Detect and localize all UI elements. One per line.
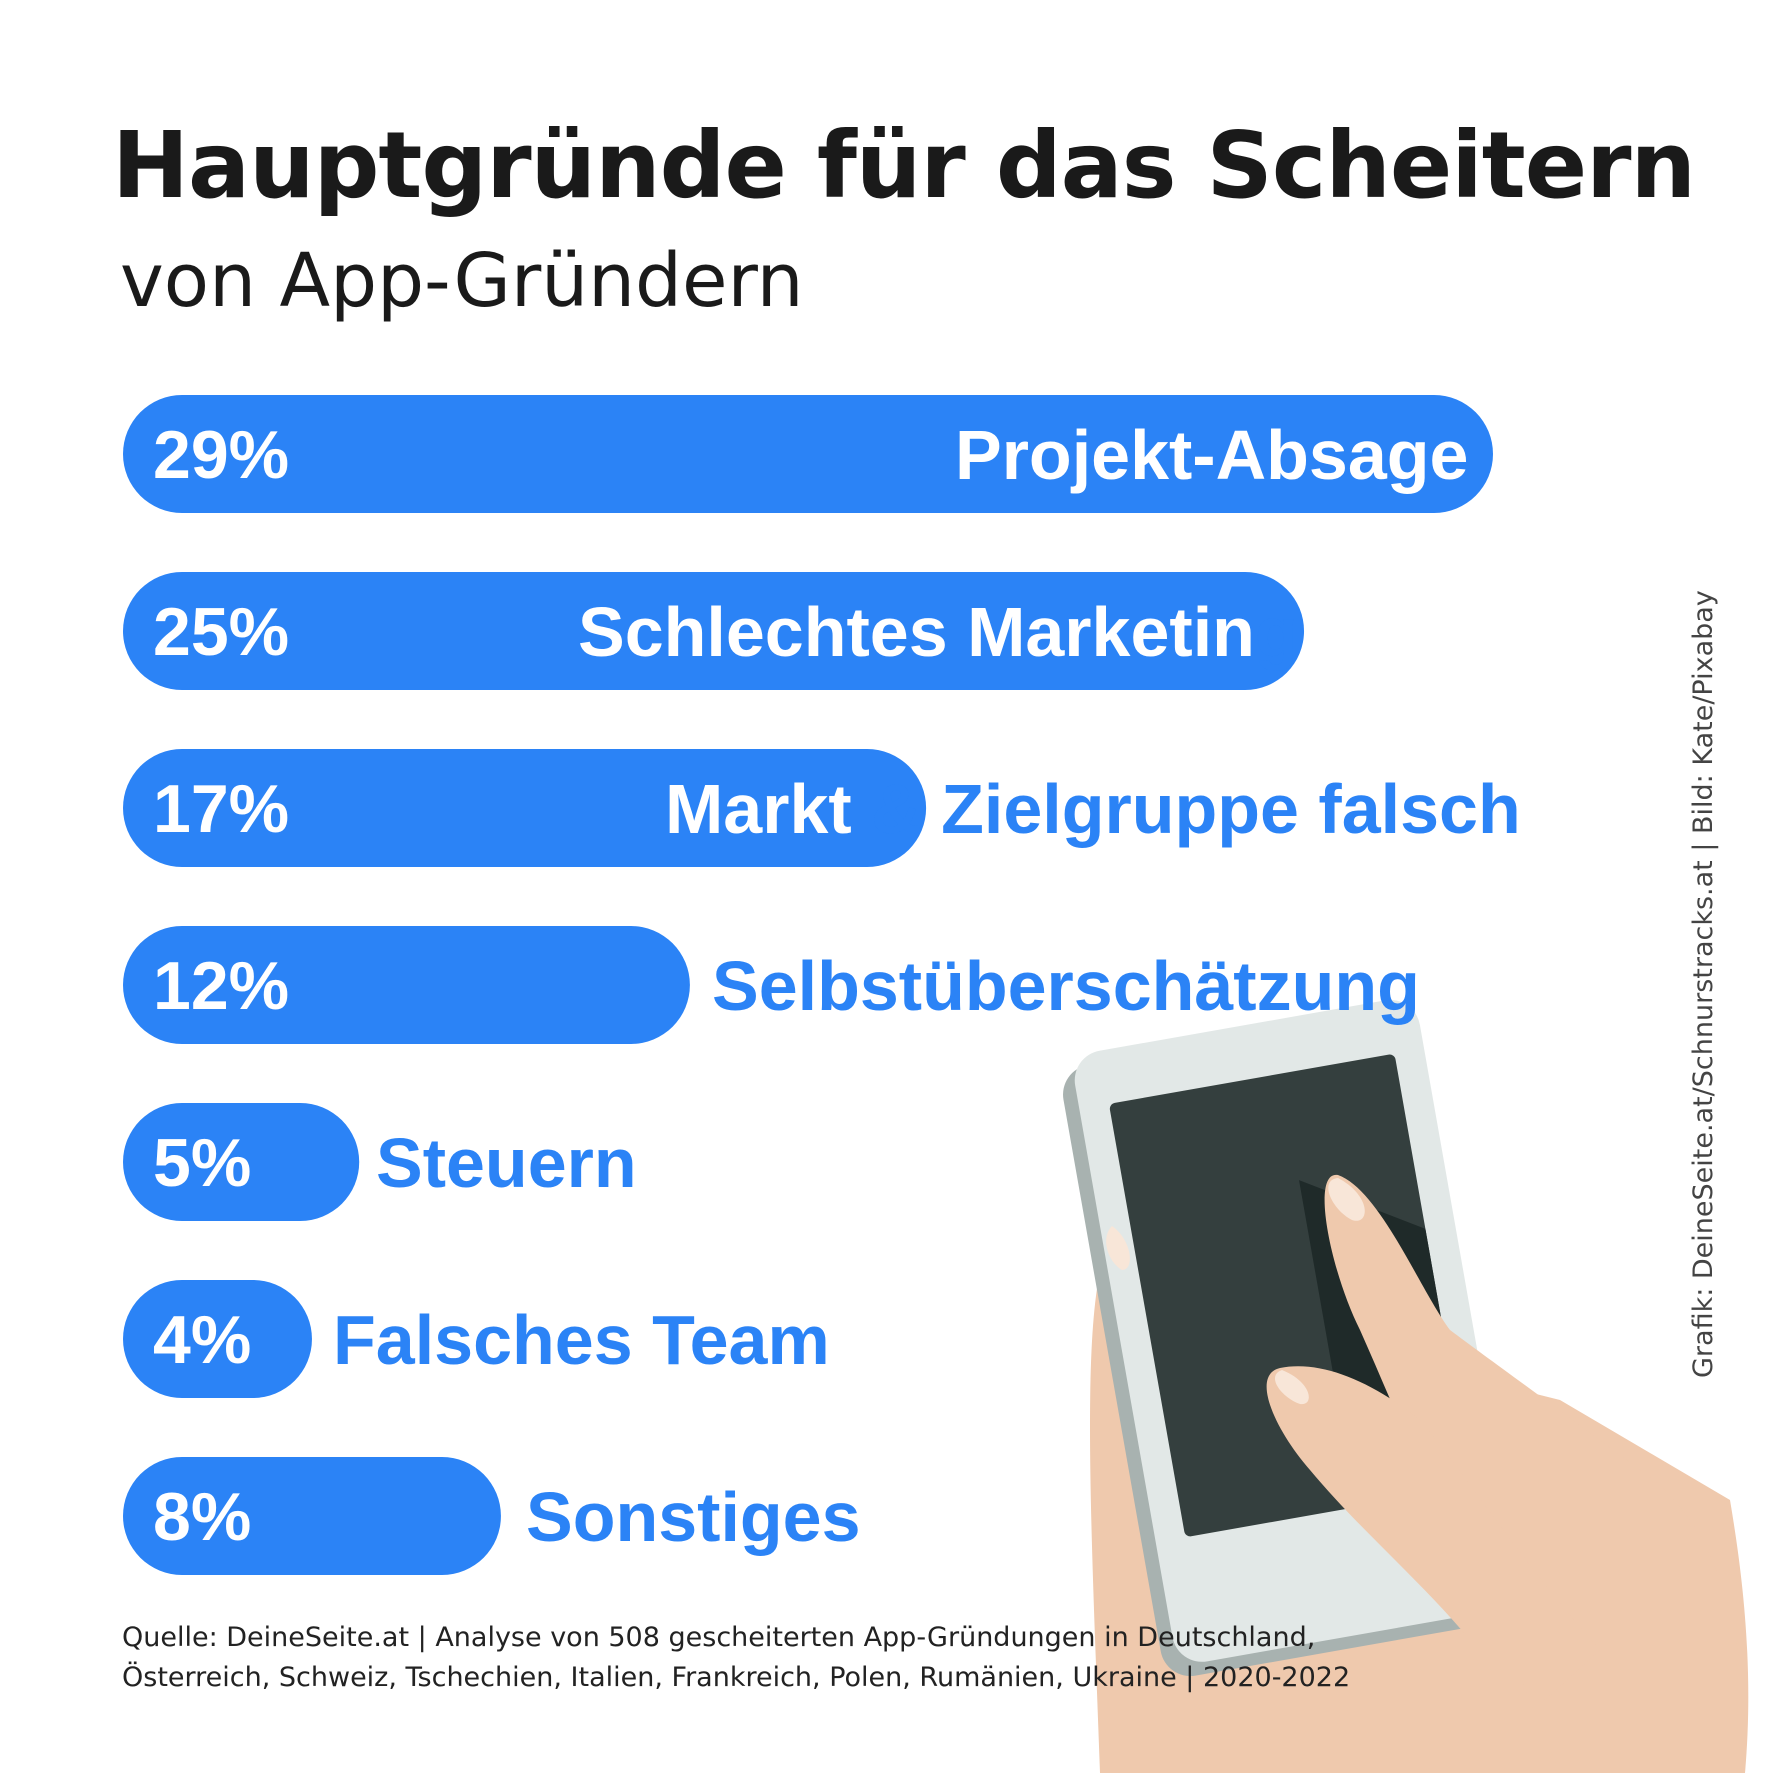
fingernail	[1106, 1226, 1130, 1270]
bars-group: 29% Projekt-Absage 25% Schlechtes Marketing…	[123, 395, 1521, 1575]
chart-subtitle: von App-Gründern	[120, 238, 804, 324]
source-line-2: Österreich, Schweiz, Tschechien, Italien…	[122, 1662, 1351, 1693]
hand-phone-illustration	[1063, 999, 1749, 1773]
fingernail	[1328, 1178, 1365, 1221]
category-label-3: Selbstüberschätzung	[712, 947, 1420, 1025]
category-label-0: Projekt-Absage	[955, 416, 1468, 494]
middle-finger-shape	[1266, 1366, 1600, 1700]
category-label-2: Markt & Zielgruppe falsch	[665, 770, 1521, 848]
source-line-1: Quelle: DeineSeite.at | Analyse von 508 …	[122, 1622, 1316, 1653]
value-label-3: 12%	[153, 948, 289, 1024]
bar-0	[123, 395, 1493, 513]
bar-5	[123, 1280, 312, 1398]
category-label-5: Falsches Team	[333, 1301, 830, 1379]
value-label-6: 8%	[153, 1479, 251, 1555]
image-credit: Grafik: DeineSeite.at/Schnurstracks.at |…	[1688, 590, 1719, 1378]
category-label-6: Sonstiges	[526, 1478, 861, 1556]
value-label-1: 25%	[153, 594, 289, 670]
value-label-2: 17%	[153, 771, 289, 847]
fingernail	[1274, 1370, 1309, 1405]
chart-title: Hauptgründe für das Scheitern	[112, 112, 1696, 219]
source-note: Quelle: DeineSeite.at | Analyse von 508 …	[122, 1618, 1372, 1698]
bar-3	[123, 926, 690, 1044]
value-label-0: 29%	[153, 417, 289, 493]
bar-1	[123, 572, 1305, 690]
index-finger-shape	[1324, 1174, 1746, 1773]
value-label-4: 5%	[153, 1125, 251, 1201]
bar-6	[123, 1457, 501, 1575]
category-label-1: Schlechtes Marketing	[578, 593, 1298, 671]
category-label-4: Steuern	[376, 1124, 637, 1202]
value-label-5: 4%	[153, 1302, 251, 1378]
bar-4	[123, 1103, 360, 1221]
bar-2	[123, 749, 927, 867]
